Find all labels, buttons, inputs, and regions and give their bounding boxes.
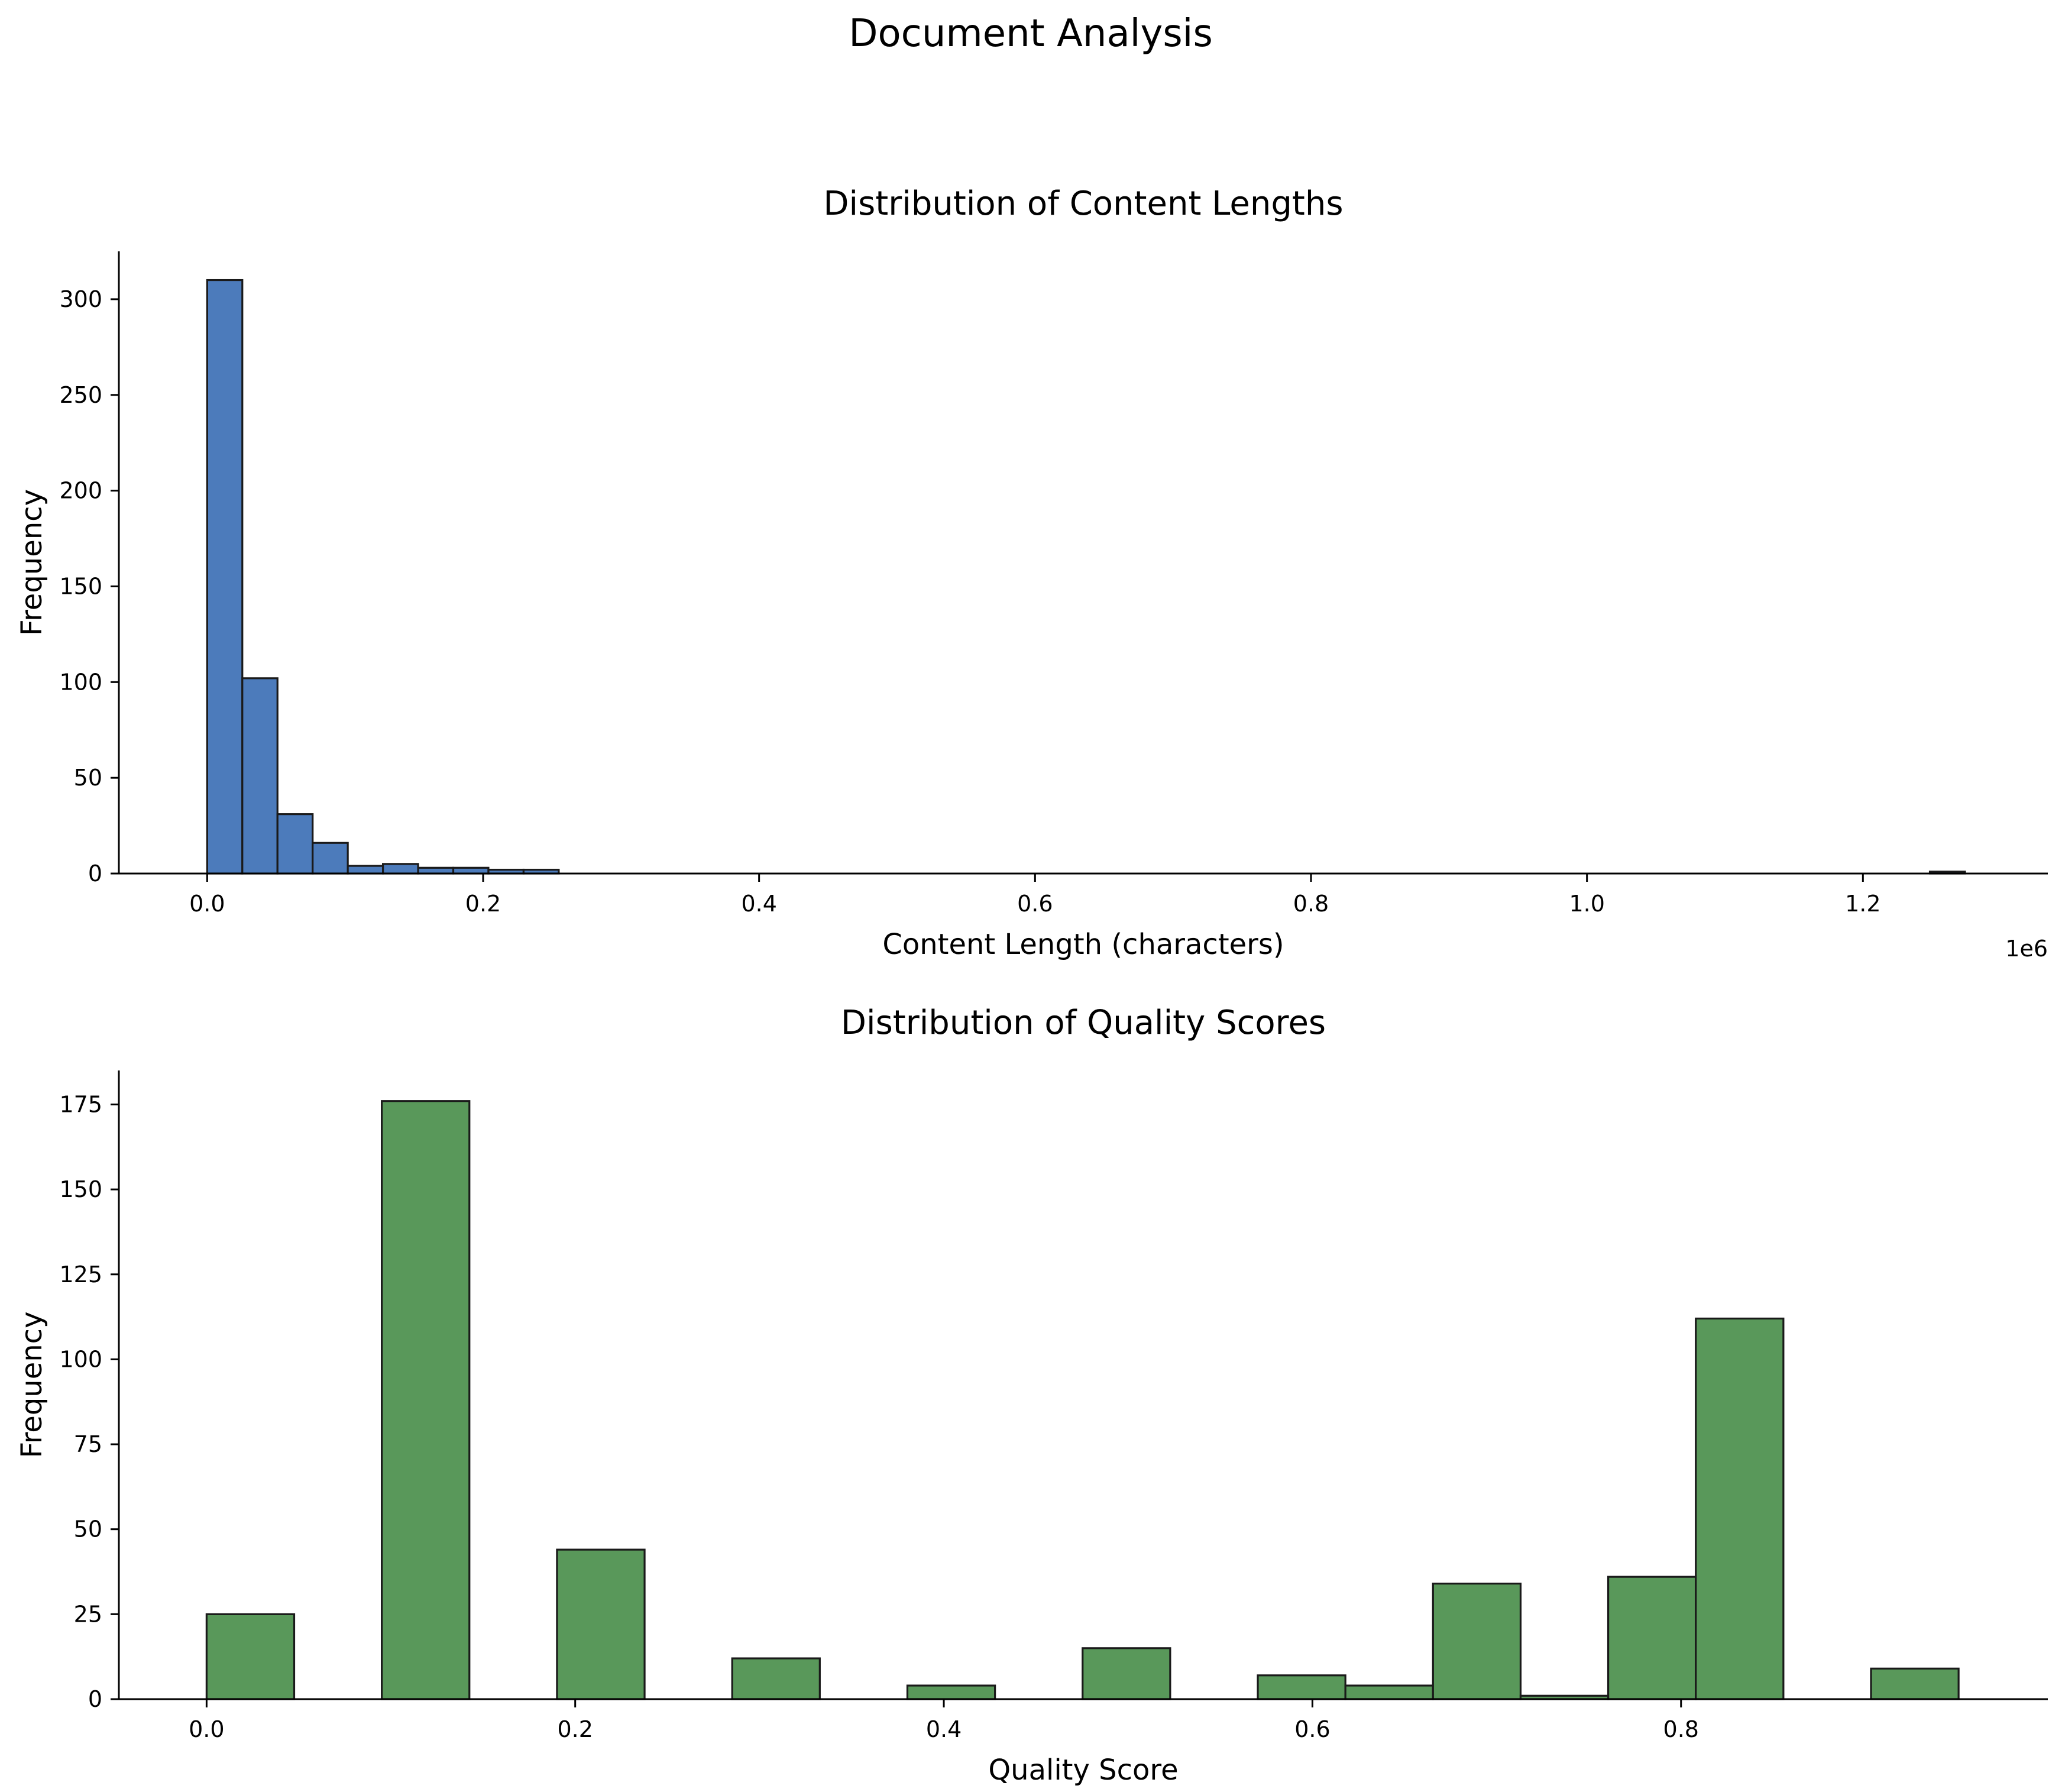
bar bbox=[205, 1613, 296, 1700]
x-tick-label: 1.0 bbox=[1569, 891, 1604, 917]
bar bbox=[241, 677, 279, 875]
bars bbox=[205, 1100, 1960, 1700]
x-tick-label: 0.4 bbox=[741, 891, 776, 917]
bar bbox=[276, 813, 314, 875]
x-tick-label: 0.6 bbox=[1294, 1716, 1330, 1742]
axes-content-lengths: 0.0 0.2 0.4 0.6 0.8 1.0 1.2 0 50 100 150 200 250 300 D… bbox=[15, 185, 2048, 962]
bar bbox=[1082, 1647, 1171, 1700]
y-tick-label: 175 bbox=[59, 1091, 102, 1117]
bar bbox=[381, 1100, 471, 1700]
y-tick-label: 100 bbox=[59, 1346, 102, 1372]
bar bbox=[312, 842, 349, 875]
y-tick-label: 300 bbox=[59, 286, 102, 312]
y-tick-label: 150 bbox=[59, 1176, 102, 1202]
x-tick-label: 0.4 bbox=[926, 1716, 962, 1742]
bar bbox=[1870, 1667, 1960, 1700]
bar bbox=[381, 863, 419, 875]
y-axis-label: Frequency bbox=[15, 489, 48, 636]
y-tick-label: 150 bbox=[59, 573, 102, 599]
x-axis-label: Content Length (characters) bbox=[882, 928, 1284, 961]
axes-quality-scores: 0.0 0.2 0.4 0.6 0.8 0 25 50 75 100 125 150 175 Distri… bbox=[15, 1004, 2048, 1787]
bar bbox=[906, 1684, 996, 1700]
bar bbox=[556, 1548, 646, 1700]
y-tick-label: 250 bbox=[59, 382, 102, 408]
y-axis-label: Frequency bbox=[15, 1312, 48, 1458]
x-axis-offset-text: 1e6 bbox=[2005, 936, 2048, 962]
bar bbox=[1607, 1576, 1697, 1700]
figure-title: Document Analysis bbox=[849, 12, 1213, 56]
x-tick-label: 0.6 bbox=[1017, 891, 1053, 917]
x-tick-label: 0.8 bbox=[1663, 1716, 1699, 1742]
x-tick-label: 0.0 bbox=[189, 891, 225, 917]
bar bbox=[1432, 1583, 1522, 1700]
chart-title: Distribution of Content Lengths bbox=[823, 185, 1343, 223]
y-tick-label: 0 bbox=[88, 861, 102, 887]
x-tick-label: 0.2 bbox=[465, 891, 501, 917]
bar bbox=[1695, 1317, 1785, 1700]
bar bbox=[347, 865, 384, 875]
y-tick-label: 100 bbox=[59, 669, 102, 695]
bar bbox=[1344, 1684, 1434, 1700]
bar bbox=[731, 1657, 821, 1700]
x-tick-label: 1.2 bbox=[1845, 891, 1880, 917]
bars bbox=[206, 279, 1966, 875]
y-tick-label: 25 bbox=[74, 1601, 102, 1627]
x-tick-label: 0.0 bbox=[189, 1716, 224, 1742]
x-axis-label: Quality Score bbox=[988, 1754, 1178, 1787]
y-tick-label: 125 bbox=[59, 1261, 102, 1288]
y-tick-label: 200 bbox=[59, 478, 102, 504]
chart-title: Distribution of Quality Scores bbox=[841, 1004, 1326, 1042]
y-tick-label: 50 bbox=[74, 765, 102, 791]
y-tick-label: 0 bbox=[88, 1686, 102, 1712]
x-tick-label: 0.8 bbox=[1293, 891, 1329, 917]
x-tick-label: 0.2 bbox=[557, 1716, 593, 1742]
y-tick-label: 50 bbox=[74, 1516, 102, 1542]
y-tick-label: 75 bbox=[74, 1431, 102, 1457]
bar bbox=[1257, 1674, 1346, 1700]
bar bbox=[206, 279, 244, 875]
